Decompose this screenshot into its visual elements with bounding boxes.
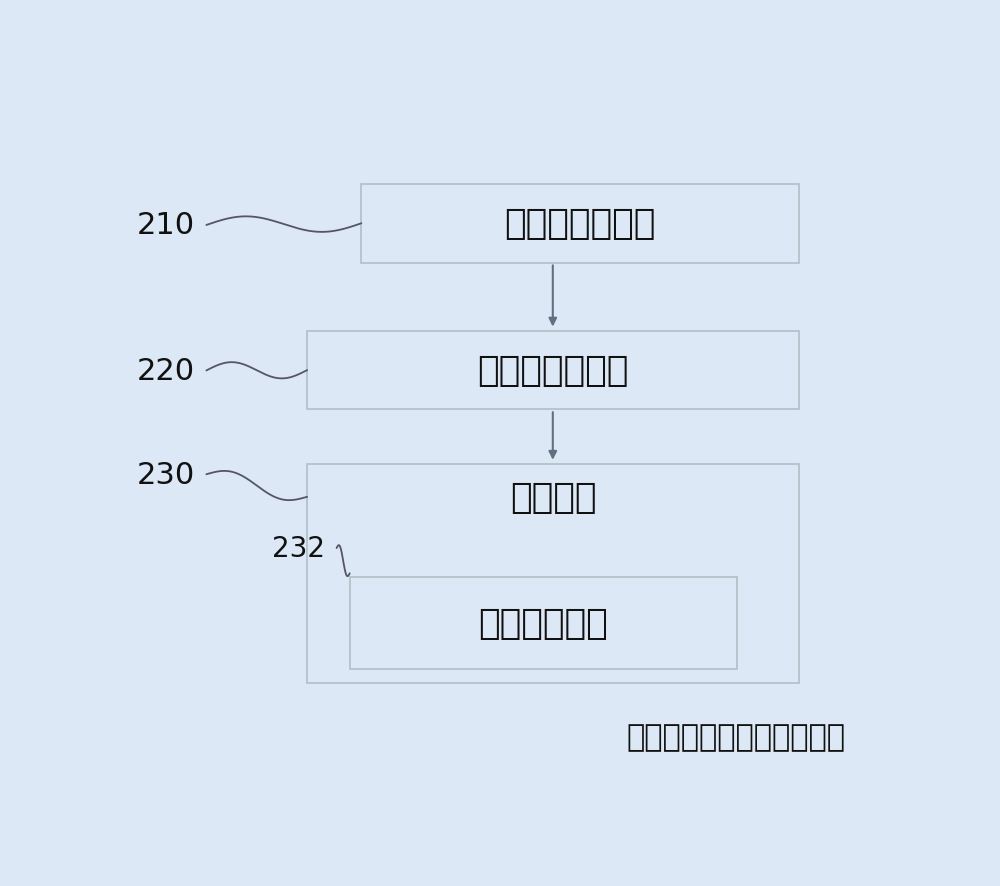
Text: 220: 220 [137,356,195,385]
Bar [361,185,799,263]
Bar [307,464,799,683]
Text: 训练模块: 训练模块 [510,480,596,514]
Text: 210: 210 [137,211,195,240]
Bar [350,577,737,669]
Text: 建立支气管分割模型的系统: 建立支气管分割模型的系统 [627,722,846,751]
Text: 230: 230 [136,460,195,489]
Text: 支气管标注模块: 支气管标注模块 [505,207,656,241]
Text: 图像预处理模块: 图像预处理模块 [478,354,629,388]
Bar [307,331,799,410]
Text: 232: 232 [272,534,325,563]
Text: 损失计算模块: 损失计算模块 [479,606,608,640]
